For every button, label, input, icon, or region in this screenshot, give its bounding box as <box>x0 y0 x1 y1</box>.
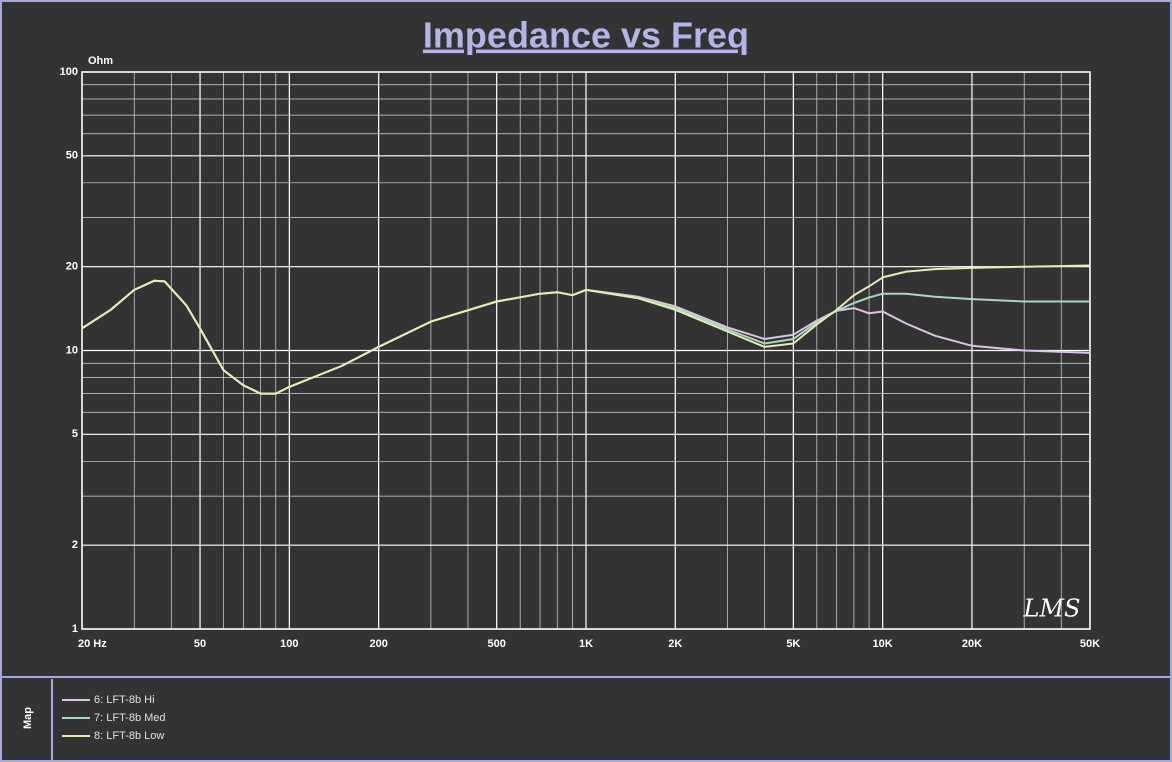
y-tick-label: 10 <box>66 344 78 356</box>
x-tick-label: 500 <box>488 638 506 650</box>
x-tick-label: 2K <box>668 638 682 650</box>
y-tick-label: 5 <box>72 428 78 440</box>
series-line <box>81 264 1091 395</box>
y-tick-label: 100 <box>60 66 78 78</box>
x-tick-label: 20 Hz <box>78 638 107 650</box>
x-tick-label: 20K <box>962 638 982 650</box>
y-tick-label: 50 <box>66 150 78 162</box>
x-tick-label: 50 <box>194 638 206 650</box>
legend-label: 8: LFT-8b Low <box>94 730 164 742</box>
y-tick-label: 20 <box>66 261 78 273</box>
y-tick-label: 2 <box>72 539 78 551</box>
x-tick-label: 100 <box>280 638 298 650</box>
x-tick-label: 50K <box>1080 638 1100 650</box>
legend-title: Map <box>22 707 34 729</box>
chart-title: Impedance vs Freq <box>423 15 749 56</box>
x-tick-label: 200 <box>369 638 387 650</box>
y-axis-label: Ohm <box>88 55 113 67</box>
y-tick-label: 1 <box>72 623 78 635</box>
legend-label: 6: LFT-8b Hi <box>94 694 155 706</box>
x-tick-label: 5K <box>786 638 800 650</box>
watermark: LMS <box>1023 595 1081 623</box>
x-tick-label: 10K <box>873 638 893 650</box>
x-tick-label: 1K <box>579 638 593 650</box>
legend-label: 7: LFT-8b Med <box>94 712 166 724</box>
